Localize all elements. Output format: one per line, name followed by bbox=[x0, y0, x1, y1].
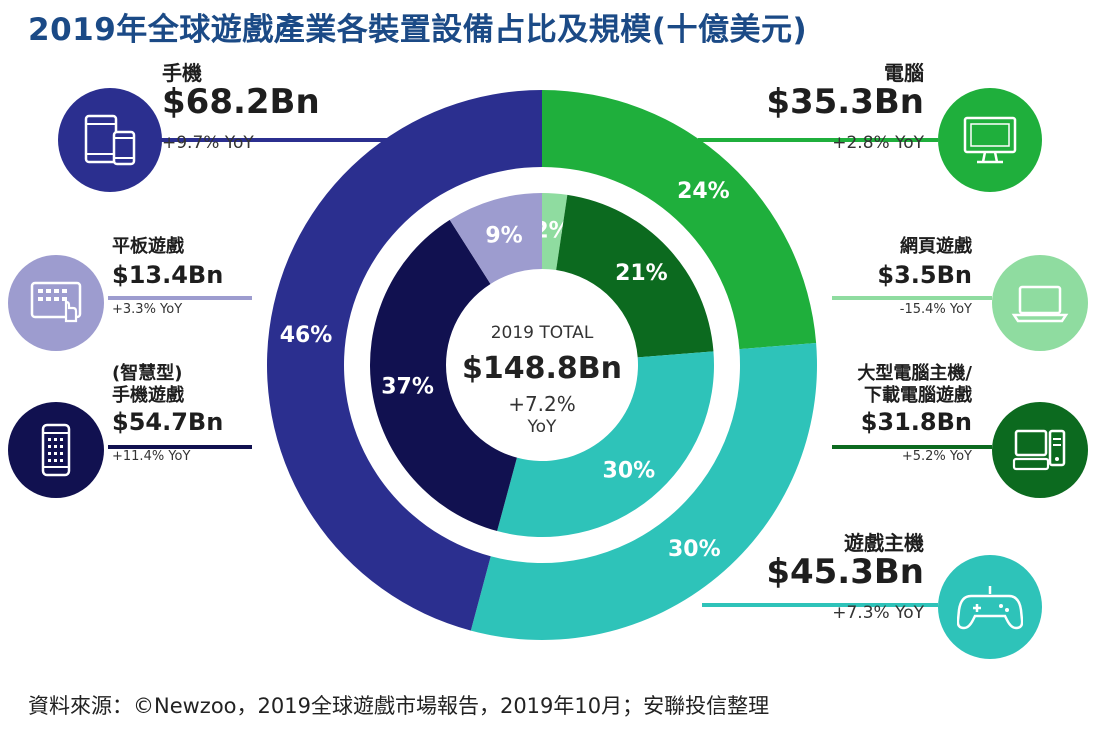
mobile-devices-icon bbox=[58, 88, 162, 192]
label-smartphone-name1: (智慧型) bbox=[112, 363, 183, 384]
label-tablet: 平板遊戲 $13.4Bn +3.3% YoY bbox=[112, 236, 223, 317]
label-tablet-value: $13.4Bn bbox=[112, 261, 224, 289]
outer-ring: 24% 30% 46% bbox=[267, 90, 817, 640]
label-console: 遊戲主機 $45.3Bn +7.3% YoY bbox=[766, 532, 924, 623]
outer-slice-2 bbox=[267, 90, 542, 631]
outer-percent-label-0: 24% bbox=[677, 179, 730, 204]
label-smartphone: (智慧型) 手機遊戲 $54.7Bn +11.4% YoY bbox=[112, 363, 223, 464]
inner-slice-2 bbox=[497, 351, 714, 537]
inner-slice-4 bbox=[449, 193, 542, 284]
inner-slice-0 bbox=[542, 193, 568, 271]
laptop-icon bbox=[992, 255, 1088, 351]
inner-percent-label-1: 21% bbox=[615, 261, 668, 286]
label-pc: 電腦 $35.3Bn +2.8% YoY bbox=[766, 62, 924, 153]
label-boxed-value: $31.8Bn bbox=[860, 408, 972, 436]
monitor-icon bbox=[938, 88, 1042, 192]
label-console-yoy: +7.3% YoY bbox=[832, 603, 924, 624]
outer-slice-0 bbox=[542, 90, 817, 350]
label-console-value: $45.3Bn bbox=[766, 552, 924, 592]
label-browser-yoy: -15.4% YoY bbox=[899, 302, 972, 318]
label-boxed-name2: 下載電腦遊戲 bbox=[864, 385, 972, 406]
label-browser: 網頁遊戲 $3.5Bn -15.4% YoY bbox=[877, 236, 972, 317]
label-mobile-name: 手機 bbox=[162, 61, 202, 85]
label-browser-name: 網頁遊戲 bbox=[900, 236, 972, 257]
outer-percent-label-2: 46% bbox=[280, 323, 333, 348]
chart-title: 2019年全球遊戲產業各裝置設備占比及規模(十億美元) bbox=[28, 12, 808, 48]
center-total-value: $148.8Bn bbox=[462, 351, 622, 386]
center-growth: +7.2% bbox=[508, 392, 576, 416]
outer-percent-label-1: 30% bbox=[668, 537, 721, 562]
label-smartphone-name2: 手機遊戲 bbox=[112, 385, 184, 406]
label-boxed-name1: 大型電腦主機/ bbox=[857, 363, 972, 384]
outer-slice-1 bbox=[470, 342, 817, 640]
label-browser-value: $3.5Bn bbox=[877, 261, 972, 289]
label-boxed-yoy: +5.2% YoY bbox=[901, 449, 972, 465]
source-note: 資料來源：©Newzoo，2019全球遊戲市場報告，2019年10月；安聯投信整… bbox=[28, 694, 770, 718]
inner-percent-label-2: 30% bbox=[603, 459, 656, 484]
label-mobile: 手機 $68.2Bn +9.7% YoY bbox=[162, 62, 320, 153]
desktop-pc-icon bbox=[992, 402, 1088, 498]
label-pc-yoy: +2.8% YoY bbox=[832, 133, 924, 154]
label-pc-value: $35.3Bn bbox=[766, 82, 924, 122]
center-total-label: 2019 TOTAL bbox=[491, 323, 594, 343]
gamepad-icon bbox=[938, 555, 1042, 659]
label-smartphone-yoy: +11.4% YoY bbox=[112, 449, 191, 465]
label-smartphone-value: $54.7Bn bbox=[112, 408, 224, 436]
label-tablet-name: 平板遊戲 bbox=[112, 236, 184, 257]
label-boxed: 大型電腦主機/ 下載電腦遊戲 $31.8Bn +5.2% YoY bbox=[857, 363, 972, 464]
label-tablet-yoy: +3.3% YoY bbox=[112, 302, 183, 318]
label-mobile-value: $68.2Bn bbox=[162, 82, 320, 122]
label-console-name: 遊戲主機 bbox=[844, 531, 924, 555]
inner-ring: 2%21%30%37%9% bbox=[370, 193, 714, 537]
label-mobile-yoy: +9.7% YoY bbox=[162, 133, 254, 154]
smartphone-icon bbox=[8, 402, 104, 498]
inner-percent-label-3: 37% bbox=[381, 374, 434, 399]
tablet-touch-icon bbox=[8, 255, 104, 351]
inner-slice-1 bbox=[556, 194, 714, 358]
center-growth-unit: YoY bbox=[527, 417, 558, 437]
label-pc-name: 電腦 bbox=[884, 61, 924, 85]
inner-slice-3 bbox=[370, 219, 517, 532]
inner-percent-label-4: 9% bbox=[485, 223, 522, 248]
